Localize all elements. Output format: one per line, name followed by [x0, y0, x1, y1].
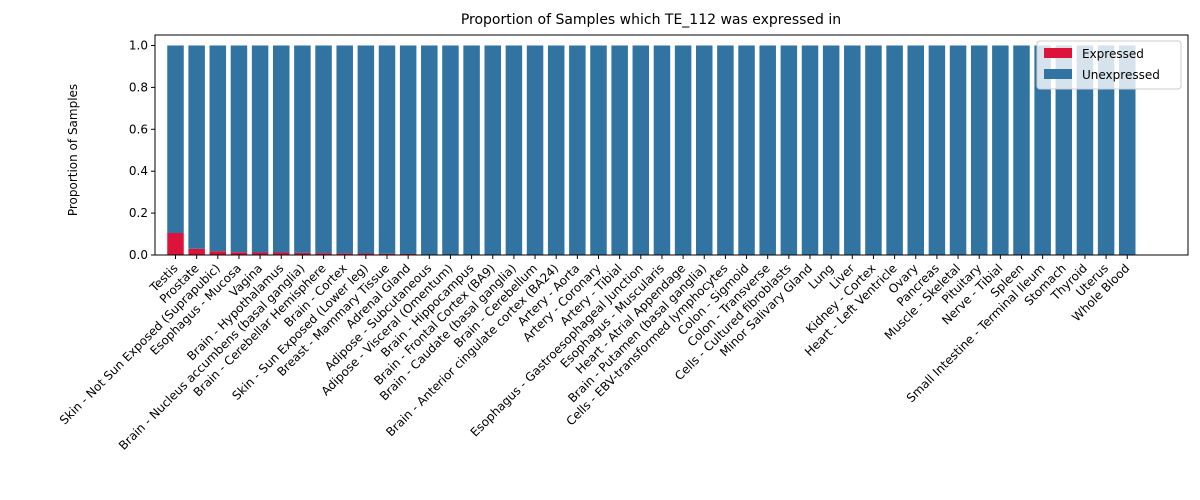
bar-unexpressed: [822, 45, 840, 255]
bar-unexpressed: [505, 45, 523, 255]
y-tick-label: 0.2: [129, 206, 148, 220]
bar-unexpressed: [1097, 45, 1115, 255]
bar-expressed: [230, 252, 248, 255]
bar-unexpressed: [463, 45, 480, 255]
bar-unexpressed: [801, 45, 819, 255]
bar-expressed: [399, 253, 417, 255]
bar-unexpressed: [421, 45, 438, 255]
legend-label-unexpressed: Unexpressed: [1082, 68, 1160, 82]
bar-unexpressed: [844, 45, 861, 255]
bar-unexpressed: [653, 45, 671, 255]
y-tick-label: 0.4: [129, 164, 148, 178]
y-tick-label: 1.0: [129, 38, 148, 52]
bar-unexpressed: [907, 45, 924, 255]
bar-unexpressed: [569, 45, 586, 255]
bar-expressed: [336, 253, 353, 255]
bar-unexpressed: [632, 45, 650, 255]
bar-expressed: [188, 248, 205, 255]
bar-unexpressed: [865, 45, 882, 255]
plot-frame: [154, 34, 1189, 256]
bar-unexpressed: [167, 45, 184, 233]
bar-unexpressed: [611, 45, 628, 255]
legend-box: [1036, 40, 1182, 90]
legend-swatch-expressed: [1044, 48, 1072, 58]
chart-title: Proportion of Samples which TE_112 was e…: [461, 12, 841, 28]
bar-unexpressed: [399, 45, 417, 254]
bar-unexpressed: [1013, 45, 1030, 255]
y-tick-label: 0.0: [129, 248, 148, 262]
bar-unexpressed: [294, 45, 311, 253]
bar-unexpressed: [484, 45, 501, 255]
bar-unexpressed: [547, 45, 565, 255]
bar-unexpressed: [759, 45, 776, 255]
bar-unexpressed: [738, 45, 755, 255]
bar-unexpressed: [1119, 45, 1136, 255]
bar-unexpressed: [230, 45, 248, 253]
bar-unexpressed: [590, 45, 607, 255]
bar-unexpressed: [949, 45, 967, 255]
bar-expressed: [315, 253, 332, 255]
bar-expressed: [357, 253, 375, 255]
bar-unexpressed: [674, 45, 692, 255]
bar-unexpressed: [315, 45, 332, 254]
bar-unexpressed: [717, 45, 734, 255]
bar-unexpressed: [1055, 45, 1073, 255]
bar-unexpressed: [442, 45, 459, 255]
bar-unexpressed: [336, 45, 353, 254]
bar-expressed: [209, 251, 227, 255]
bar-unexpressed: [526, 45, 544, 255]
bar-expressed: [251, 252, 269, 255]
legend-swatch-unexpressed: [1044, 69, 1072, 79]
bar-unexpressed: [273, 45, 290, 253]
bar-unexpressed: [1034, 45, 1051, 255]
bar-expressed: [273, 252, 290, 255]
bar-unexpressed: [378, 45, 396, 254]
bar-unexpressed: [251, 45, 269, 253]
bar-unexpressed: [886, 45, 903, 255]
bar-unexpressed: [992, 45, 1009, 255]
bar-expressed: [294, 252, 311, 255]
bar-unexpressed: [1076, 45, 1094, 255]
bar-expressed: [378, 253, 396, 255]
legend: Expressed Unexpressed: [1036, 40, 1182, 90]
y-tick-label: 0.6: [129, 122, 148, 136]
bar-unexpressed: [209, 45, 227, 252]
bar-unexpressed: [696, 45, 713, 255]
bar-unexpressed: [780, 45, 798, 255]
y-axis-label: Proportion of Samples: [66, 84, 80, 216]
bar-expressed: [167, 233, 184, 255]
bar-unexpressed: [928, 45, 946, 255]
legend-label-expressed: Expressed: [1082, 47, 1144, 61]
y-tick-label: 0.8: [129, 80, 148, 94]
bar-unexpressed: [188, 45, 205, 249]
bar-unexpressed: [357, 45, 375, 254]
bar-unexpressed: [970, 45, 988, 255]
